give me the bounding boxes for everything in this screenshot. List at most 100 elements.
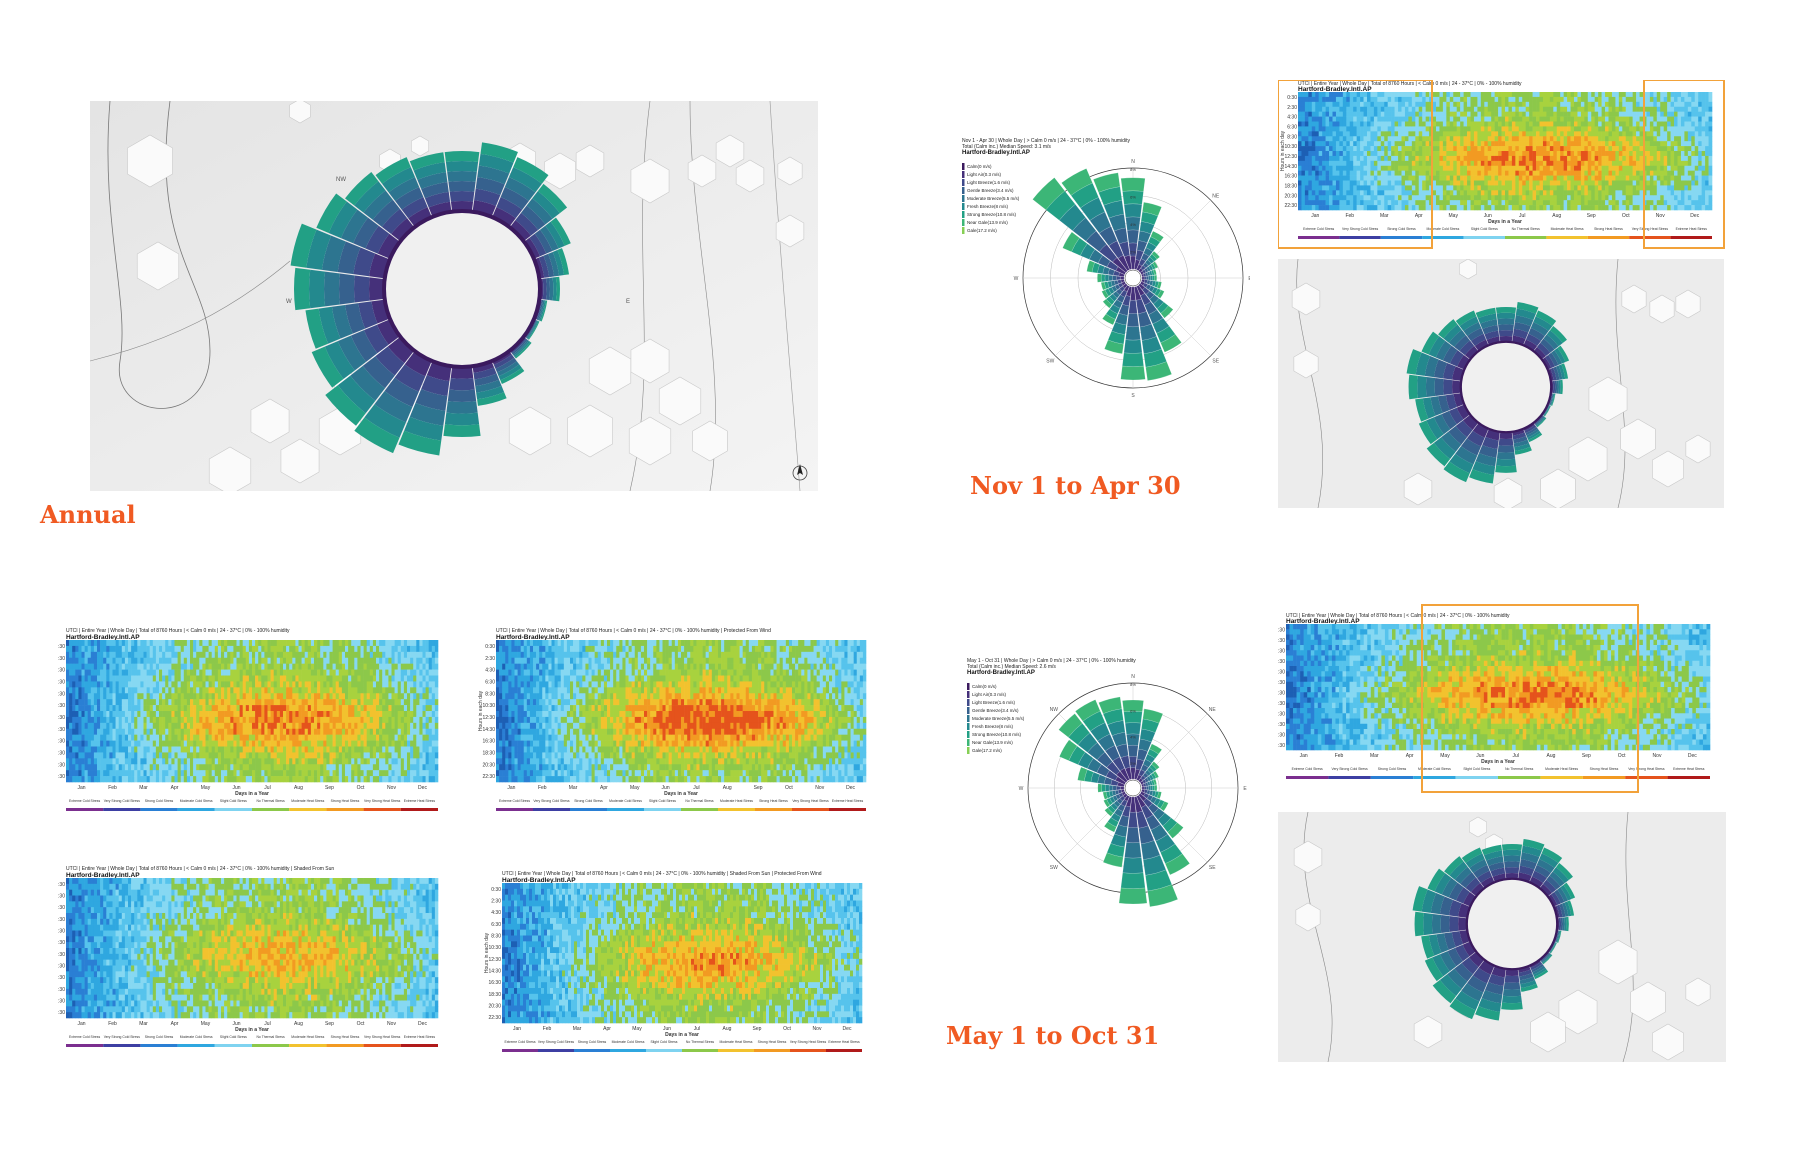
ring-segment — [350, 365, 386, 401]
ring-segment — [1430, 396, 1443, 416]
y-tick-label: 20:30 — [58, 762, 65, 768]
rose-segment — [1101, 784, 1106, 792]
hexagon-building — [1620, 418, 1656, 460]
y-tick-label: 10:30 — [58, 703, 65, 709]
ring-segment — [1417, 375, 1427, 399]
ring-segment — [375, 346, 405, 376]
ring-segment — [526, 198, 553, 225]
ring-segment — [1560, 917, 1564, 931]
ring-segment — [1514, 443, 1531, 451]
rose-segment — [1097, 273, 1102, 283]
ring-segment — [1492, 873, 1506, 883]
legend-swatch — [1625, 776, 1668, 779]
ring-segment — [1455, 420, 1473, 438]
rose-segment — [1101, 274, 1106, 282]
ring-segment — [1549, 871, 1565, 887]
ring-segment — [1542, 954, 1552, 964]
hm1-title: UTCI | Entire Year | Whole Day | Total o… — [66, 628, 290, 634]
x-tick-label: May — [632, 1026, 642, 1032]
legend-swatch — [962, 179, 965, 186]
ring-segment — [1441, 410, 1457, 430]
ring-segment — [1444, 856, 1464, 876]
ring-segment — [1431, 913, 1442, 935]
rose-segment — [1116, 785, 1121, 791]
ring-segment — [1561, 363, 1569, 379]
ring-segment — [1513, 322, 1531, 333]
ring-segment — [473, 367, 497, 380]
legend-label: Gentle Breeze(3.4 m/s) — [972, 708, 1019, 713]
ring-segment — [1480, 876, 1495, 888]
hm1-subtitle: Hartford-Bradley.Intl.AP — [66, 634, 140, 641]
ring-segment — [1443, 379, 1453, 395]
legend-swatch — [1339, 236, 1381, 239]
ring-segment — [1481, 990, 1503, 1004]
x-tick-label: Sep — [325, 785, 334, 791]
x-tick-label: Jan — [1300, 753, 1308, 759]
rose-segment — [1143, 276, 1147, 280]
svg-text:E: E — [626, 299, 630, 305]
ring-segment — [1566, 916, 1569, 932]
legend-label: Very Strong Heat Stress — [364, 1035, 401, 1039]
legend-swatch — [289, 1044, 327, 1047]
ring-segment — [1440, 915, 1450, 933]
ring-segment — [1443, 461, 1470, 483]
y-tick-label: 4:30 — [1287, 115, 1297, 121]
y-tick-label: 6:30 — [1287, 124, 1297, 130]
ring-segment — [1448, 329, 1466, 347]
direction-label: SE — [1212, 359, 1219, 365]
legend-label: Light Air(0.3 m/s) — [972, 692, 1007, 697]
rose-segment — [1120, 365, 1146, 381]
ring-segment — [374, 390, 413, 423]
x-tick-label: Oct — [357, 1021, 365, 1027]
legend-swatch — [792, 808, 829, 811]
ring-segment — [1468, 951, 1485, 968]
ring-segment — [340, 209, 369, 244]
ring-segment — [1467, 327, 1484, 341]
ring-segment — [1497, 445, 1515, 453]
legend-swatch — [718, 808, 755, 811]
legend-label: Extreme Cold Stress — [69, 1035, 100, 1039]
ring-segment — [328, 201, 358, 239]
rose-winter-station: Hartford-Bradley.Intl.AP — [962, 150, 1030, 156]
ring-segment — [1482, 436, 1499, 450]
y-tick-label: 12:30 — [482, 715, 495, 721]
ring-segment — [1520, 980, 1537, 988]
ring-segment — [1472, 967, 1491, 984]
ring-segment — [294, 267, 311, 311]
y-tick-label: 2:30 — [58, 656, 65, 662]
x-tick-label: Feb — [1335, 753, 1344, 759]
heatmap-protected-from-wind: UTCI | Entire Year | Whole Day | Total o… — [478, 628, 867, 811]
legend-swatch — [967, 683, 970, 690]
x-axis-label: Days in a Year — [665, 1032, 699, 1038]
legend-label: Moderate Heat Stress — [1545, 767, 1578, 771]
legend-swatch — [1670, 236, 1712, 239]
ring-segment — [424, 191, 451, 208]
legend-swatch — [177, 808, 215, 811]
ring-segment — [1546, 330, 1563, 347]
x-tick-label: Nov — [1656, 213, 1665, 219]
ring-segment — [388, 177, 420, 201]
rose-segment — [1147, 884, 1178, 907]
ring-segment — [514, 341, 532, 359]
rose-segment — [1120, 872, 1146, 889]
ring-segment — [1533, 316, 1553, 331]
ring-segment — [1433, 414, 1451, 435]
y-tick-label: 8:30 — [485, 691, 495, 697]
ring-segment — [354, 181, 386, 213]
legend-label: Strong Heat Stress — [758, 1040, 787, 1044]
ring-segment — [1423, 912, 1433, 936]
x-tick-label: Aug — [723, 1026, 732, 1032]
rose-segment — [1098, 696, 1122, 714]
hexagon-building — [1675, 289, 1701, 319]
hexagon-building — [1630, 981, 1666, 1023]
legend-swatch — [1328, 776, 1371, 779]
rose-segment — [1102, 791, 1108, 800]
x-tick-label: Sep — [753, 1026, 762, 1032]
ring-segment — [1557, 345, 1570, 362]
ring-segment — [1465, 877, 1481, 893]
ring-segment — [480, 142, 518, 163]
ring-label: 2% — [1130, 250, 1136, 255]
legend-swatch — [682, 1049, 718, 1052]
rose-segment — [1156, 791, 1162, 799]
rose-segment — [1120, 177, 1146, 192]
